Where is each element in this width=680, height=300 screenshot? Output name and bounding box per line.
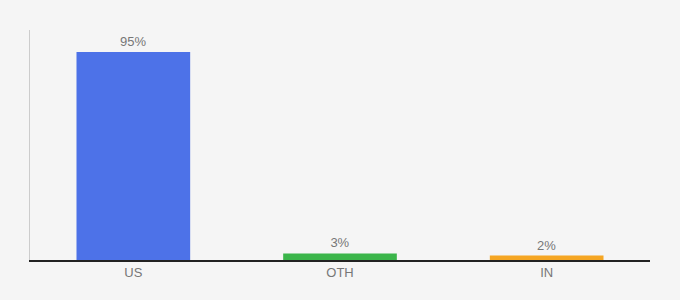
svg-text:3%: 3%	[330, 235, 349, 250]
svg-text:2%: 2%	[537, 238, 556, 253]
svg-text:95%: 95%	[120, 34, 146, 49]
svg-text:US: US	[124, 265, 142, 280]
svg-text:OTH: OTH	[326, 265, 353, 280]
svg-text:IN: IN	[540, 265, 553, 280]
